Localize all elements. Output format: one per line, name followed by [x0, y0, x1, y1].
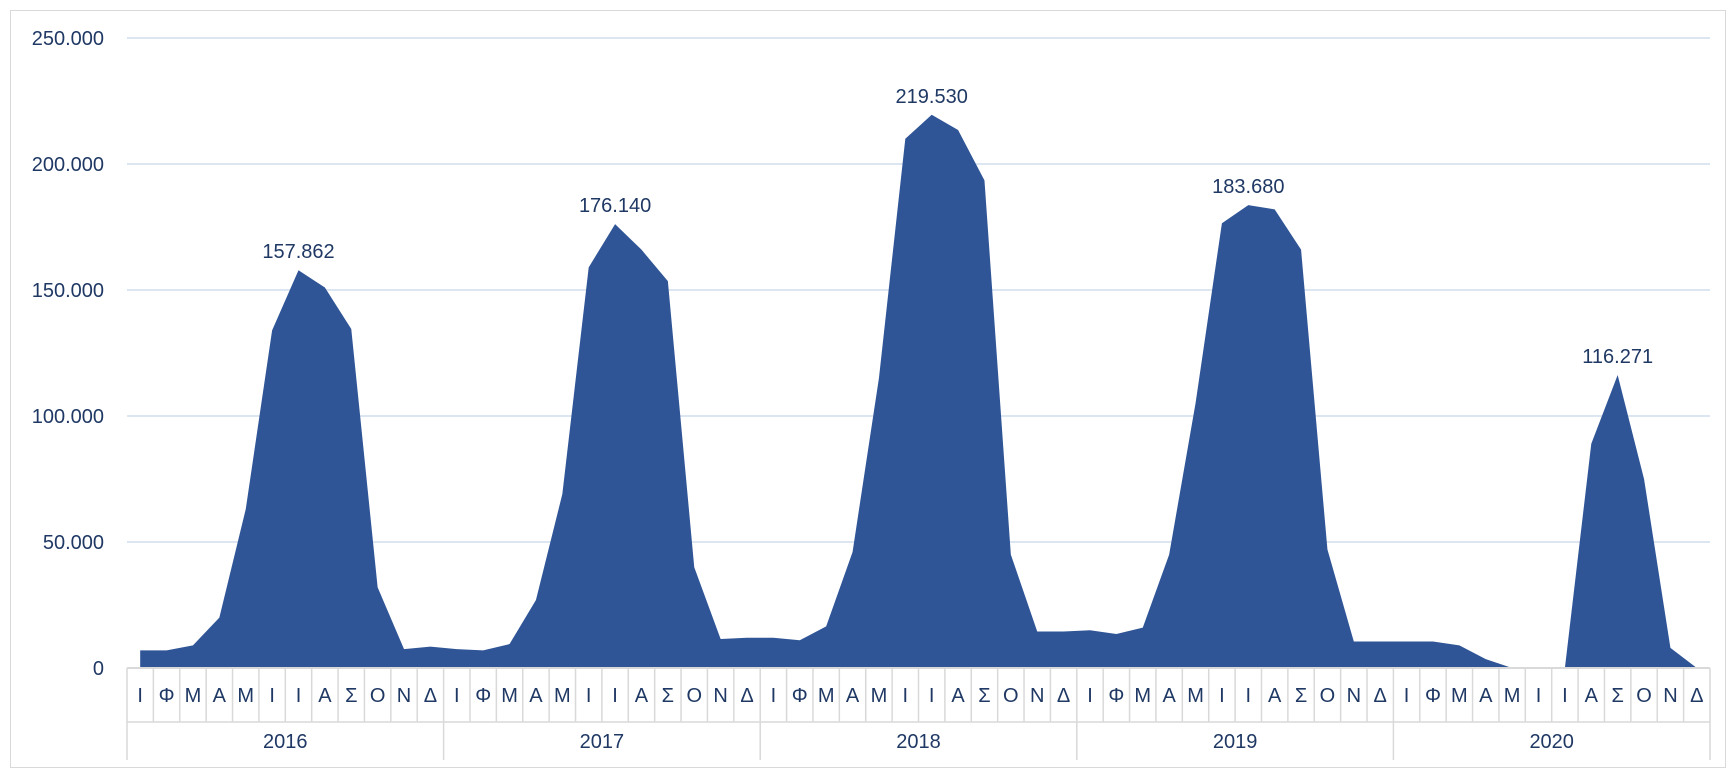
chart-border [10, 10, 1726, 768]
x-tick-label-month: Μ [237, 685, 254, 707]
y-tick-label: 250.000 [32, 28, 104, 50]
x-tick-label-month: Ο [370, 685, 386, 707]
x-tick-label-month: Α [1162, 685, 1176, 707]
x-tick-label-month: Ι [1087, 685, 1093, 707]
x-tick-label-month: Ν [1030, 685, 1044, 707]
y-tick-label: 150.000 [32, 280, 104, 302]
y-tick-label: 0 [93, 658, 104, 680]
x-tick-label-month: Μ [185, 685, 202, 707]
x-tick-label-month: Φ [792, 685, 808, 707]
x-tick-label-month: Α [635, 685, 649, 707]
x-tick-label-month: Μ [871, 685, 888, 707]
x-tick-label-month: Ο [686, 685, 702, 707]
x-tick-label-year: 2019 [1213, 731, 1258, 753]
x-tick-label-month: Σ [978, 685, 990, 707]
x-tick-label-month: Ι [1219, 685, 1225, 707]
y-axis: 0 50.000 100.000 150.000 200.000 250.000 [32, 28, 104, 680]
x-tick-label-year: 2020 [1529, 731, 1574, 753]
x-tick-label-year: 2018 [896, 731, 941, 753]
area-series [140, 114, 1697, 668]
area-series-fill [140, 114, 1697, 668]
x-tick-label-month: Φ [159, 685, 175, 707]
y-tick-label: 200.000 [32, 154, 104, 176]
x-tick-label-month: Ι [1404, 685, 1410, 707]
x-tick-label-month: Ο [1636, 685, 1652, 707]
x-tick-label-month: Μ [501, 685, 518, 707]
x-tick-label-month: Δ [1690, 685, 1703, 707]
x-tick-label-month: Μ [1187, 685, 1204, 707]
data-label: 176.140 [579, 195, 651, 217]
x-tick-label-month: Μ [554, 685, 571, 707]
x-tick-label-month: Ι [586, 685, 592, 707]
x-tick-label-month: Ι [296, 685, 302, 707]
x-tick-label-month: Μ [1504, 685, 1521, 707]
y-tick-label: 100.000 [32, 406, 104, 428]
data-label: 219.530 [896, 86, 968, 108]
x-tick-label-month: Α [951, 685, 965, 707]
data-label: 157.862 [262, 241, 334, 263]
x-tick-label-month: Ι [1536, 685, 1542, 707]
x-tick-label-month: Α [1585, 685, 1599, 707]
x-tick-label-month: Ι [612, 685, 618, 707]
x-tick-label-month: Φ [475, 685, 491, 707]
x-tick-label-month: Ι [1246, 685, 1252, 707]
x-tick-label-month: Ι [137, 685, 143, 707]
x-tick-label-month: Ν [1347, 685, 1361, 707]
data-label: 183.680 [1212, 176, 1284, 198]
x-tick-label-month: Φ [1425, 685, 1441, 707]
x-tick-label-month: Ν [713, 685, 727, 707]
x-tick-label-year: 2016 [263, 731, 308, 753]
x-tick-label-month: Μ [1134, 685, 1151, 707]
x-tick-label-month: Ι [1562, 685, 1568, 707]
x-tick-label-month: Ι [454, 685, 460, 707]
x-tick-label-month: Α [529, 685, 543, 707]
data-label: 116.271 [1582, 346, 1653, 368]
y-tick-label: 50.000 [43, 532, 104, 554]
x-tick-label-month: Σ [1611, 685, 1623, 707]
x-tick-label-month: Δ [740, 685, 753, 707]
x-tick-label-month: Ν [397, 685, 411, 707]
x-tick-label-month: Μ [818, 685, 835, 707]
x-tick-label-month: Σ [345, 685, 357, 707]
x-tick-label-month: Σ [1295, 685, 1307, 707]
x-tick-label-month: Α [1479, 685, 1493, 707]
data-labels: 157.862 176.140 219.530 183.680 116.271 [262, 86, 1653, 368]
x-tick-label-month: Ι [771, 685, 777, 707]
x-tick-label-month: Ι [929, 685, 935, 707]
x-tick-label-month: Δ [424, 685, 437, 707]
x-tick-label-month: Ο [1320, 685, 1336, 707]
x-tick-label-month: Α [1268, 685, 1282, 707]
x-tick-label-month: Ν [1663, 685, 1677, 707]
x-tick-label-month: Δ [1374, 685, 1387, 707]
x-tick-label-month: Δ [1057, 685, 1070, 707]
x-tick-label-month: Α [318, 685, 332, 707]
x-tick-label-month: Μ [1451, 685, 1468, 707]
x-tick-label-month: Ι [269, 685, 275, 707]
x-tick-label-year: 2017 [580, 731, 625, 753]
x-tick-label-month: Ι [903, 685, 909, 707]
x-tick-label-month: Φ [1108, 685, 1124, 707]
x-tick-label-month: Α [213, 685, 227, 707]
x-tick-label-month: Α [846, 685, 860, 707]
x-tick-label-month: Ο [1003, 685, 1019, 707]
x-tick-label-month: Σ [662, 685, 674, 707]
